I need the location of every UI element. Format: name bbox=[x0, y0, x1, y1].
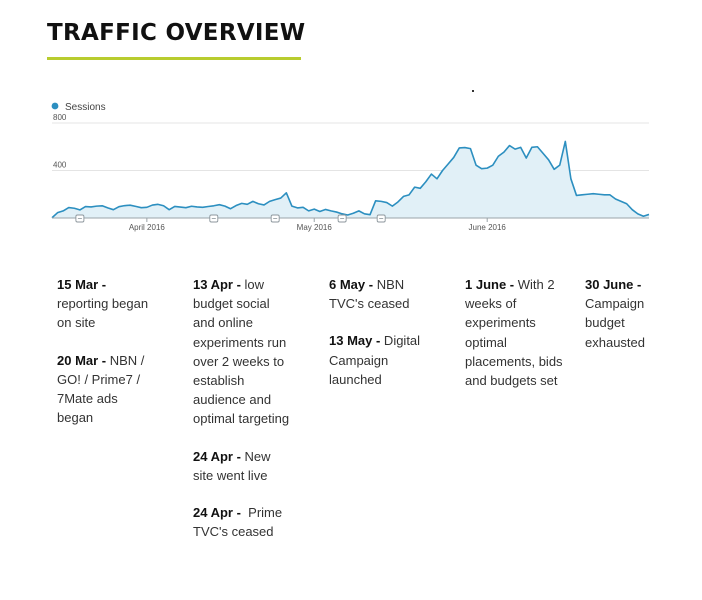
page-title: TRAFFIC OVERVIEW bbox=[47, 20, 306, 46]
y-tick-label: 400 bbox=[53, 161, 67, 170]
legend-label-sessions: Sessions bbox=[65, 102, 106, 113]
y-tick-label: 800 bbox=[53, 113, 67, 122]
x-tick-label: June 2016 bbox=[469, 223, 507, 232]
sessions-chart: Sessions 800 400 April 2016 May 2016 June 2… bbox=[51, 102, 650, 232]
timeline-entry: 24 Apr - New site went live bbox=[193, 447, 293, 485]
timeline-entry-text: Prime TVC's ceased bbox=[193, 505, 286, 540]
timeline-entry: 13 May - Digital Campaign launched bbox=[329, 331, 429, 389]
sessions-area bbox=[52, 141, 649, 218]
timeline-entry-text: reporting began on site bbox=[57, 277, 152, 331]
x-axis-ticks: April 2016 May 2016 June 2016 bbox=[129, 218, 507, 232]
chart-legend: Sessions bbox=[51, 102, 106, 113]
timeline-entry: 15 Mar - reporting began on site bbox=[57, 275, 157, 333]
timeline-entry: 20 Mar - NBN / GO! / Prime7 / 7Mate ads … bbox=[57, 351, 157, 428]
stray-dot bbox=[472, 90, 474, 92]
timeline-column: 1 June - With 2 weeks of experiments opt… bbox=[465, 275, 565, 408]
sessions-line bbox=[51, 140, 650, 219]
timeline-entry-date: 13 Apr - bbox=[193, 277, 241, 292]
timeline-entry: 1 June - With 2 weeks of experiments opt… bbox=[465, 275, 565, 390]
timeline-entry: 30 June - Campaign budget exhausted bbox=[585, 275, 657, 352]
timeline-entry-date: 15 Mar - bbox=[57, 277, 107, 292]
timeline-entry: 6 May - NBN TVC's ceased bbox=[329, 275, 429, 313]
timeline-column: 13 Apr - low budget social and online ex… bbox=[193, 275, 293, 559]
timeline-entry-date: 1 June - bbox=[465, 277, 515, 292]
timeline-entry-text: NBN / GO! / Prime7 / 7Mate ads began bbox=[57, 352, 149, 426]
timeline-entry-text: Digital Campaign launched bbox=[329, 333, 424, 387]
timeline-column: 15 Mar - reporting began on site 20 Mar -… bbox=[57, 275, 157, 445]
annotation-markers bbox=[75, 214, 386, 223]
timeline-entry-text: low budget social and online experiments… bbox=[193, 277, 290, 427]
x-tick-label: April 2016 bbox=[129, 223, 166, 232]
timeline-entry-date: 6 May - bbox=[329, 277, 374, 292]
legend-marker-sessions bbox=[51, 102, 59, 110]
y-axis-ticks: 800 400 bbox=[53, 113, 67, 170]
timeline-entry: 13 Apr - low budget social and online ex… bbox=[193, 275, 293, 429]
timeline-entry: 24 Apr - Prime TVC's ceased bbox=[193, 503, 293, 541]
timeline-entry-date: 20 Mar - bbox=[57, 352, 107, 368]
timeline-column: 6 May - NBN TVC's ceased 13 May - Digital… bbox=[329, 275, 429, 407]
x-tick-label: May 2016 bbox=[297, 223, 333, 232]
timeline-entry-text: NBN TVC's ceased bbox=[329, 277, 410, 312]
timeline-entry-date: 24 Apr - bbox=[193, 505, 241, 521]
timeline-entry-date: 13 May - bbox=[329, 333, 381, 349]
timeline-entry-text: With 2 weeks of experiments optimal plac… bbox=[465, 277, 567, 389]
title-underline bbox=[47, 57, 301, 60]
timeline-entry-text: New site went live bbox=[193, 448, 275, 483]
timeline-column: 30 June - Campaign budget exhausted bbox=[585, 275, 657, 370]
timeline-entry-text: Campaign budget exhausted bbox=[585, 277, 648, 350]
timeline-entry-date: 30 June - bbox=[585, 277, 642, 292]
timeline-entry-date: 24 Apr - bbox=[193, 448, 241, 464]
